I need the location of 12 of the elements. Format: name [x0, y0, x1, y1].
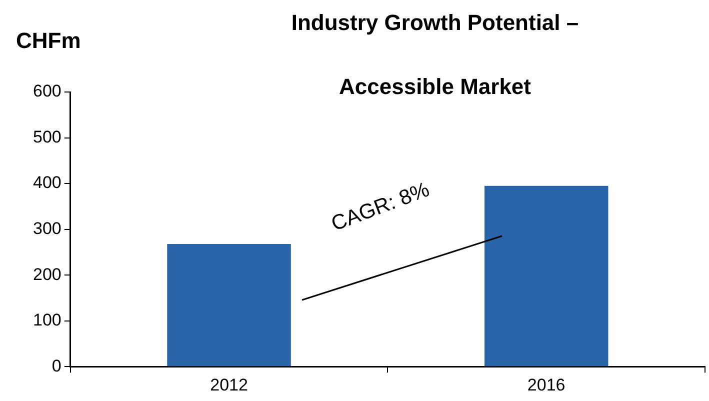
- x-tick-label: 2012: [210, 375, 248, 394]
- x-tick-label: 2016: [527, 375, 566, 394]
- y-tick-label: 400: [32, 173, 62, 192]
- y-tick-label: 300: [32, 218, 62, 238]
- chart-title: Industry Growth Potential – Accessible Market: [291, 10, 579, 100]
- y-tick-label: 200: [32, 264, 62, 284]
- y-tick-label: 100: [32, 310, 62, 330]
- y-tick-label: 0: [52, 356, 62, 376]
- y-tick-label: 500: [32, 127, 62, 146]
- y-tick-label: 600: [32, 82, 62, 101]
- y-axis-title: CHFm: [16, 28, 81, 54]
- annotation: CAGR: 8%: [328, 178, 433, 236]
